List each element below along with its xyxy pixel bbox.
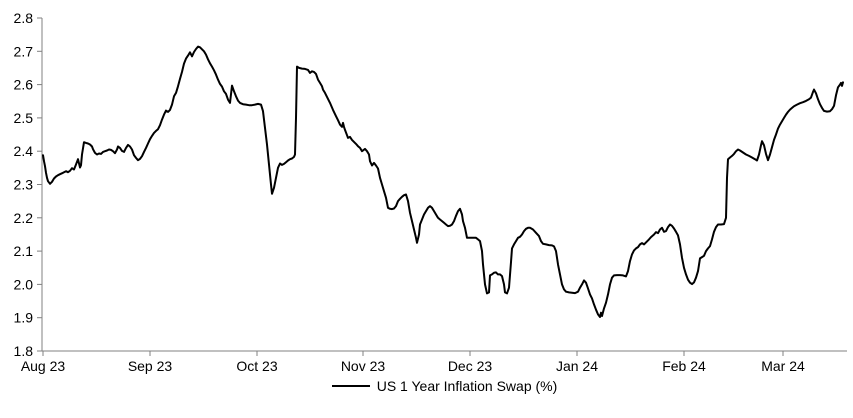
x-tick-label: Dec 23 [448,358,493,374]
x-tick-label: Oct 23 [236,358,277,374]
y-tick-label: 2.3 [14,177,34,193]
y-tick-label: 1.8 [14,343,34,359]
x-tick-label: Feb 24 [662,358,706,374]
y-tick-label: 2.0 [14,276,34,292]
y-tick-label: 2.4 [14,143,34,159]
x-tick-label: Mar 24 [761,358,805,374]
y-tick-label: 2.6 [14,77,34,93]
series-line [42,45,844,318]
x-tick-label: Sep 23 [128,358,173,374]
x-tick-label: Aug 23 [21,358,66,374]
y-tick-label: 2.8 [14,10,34,26]
y-tick-label: 1.9 [14,310,34,326]
y-tick-label: 2.7 [14,43,34,59]
x-tick-label: Nov 23 [341,358,386,374]
y-tick-label: 2.2 [14,210,34,226]
legend-label: US 1 Year Inflation Swap (%) [376,378,558,394]
y-tick-label: 2.5 [14,110,34,126]
y-tick-label: 2.1 [14,243,34,259]
series-group [42,45,844,318]
legend: US 1 Year Inflation Swap (%) [42,378,847,394]
x-tick-label: Jan 24 [556,358,598,374]
axes: 1.8 1.9 2.0 2.1 2.2 2.3 2.4 2.5 2.6 2.7 2.8 Aug 23 S… [14,10,847,374]
legend-line-sample-icon [331,385,370,387]
